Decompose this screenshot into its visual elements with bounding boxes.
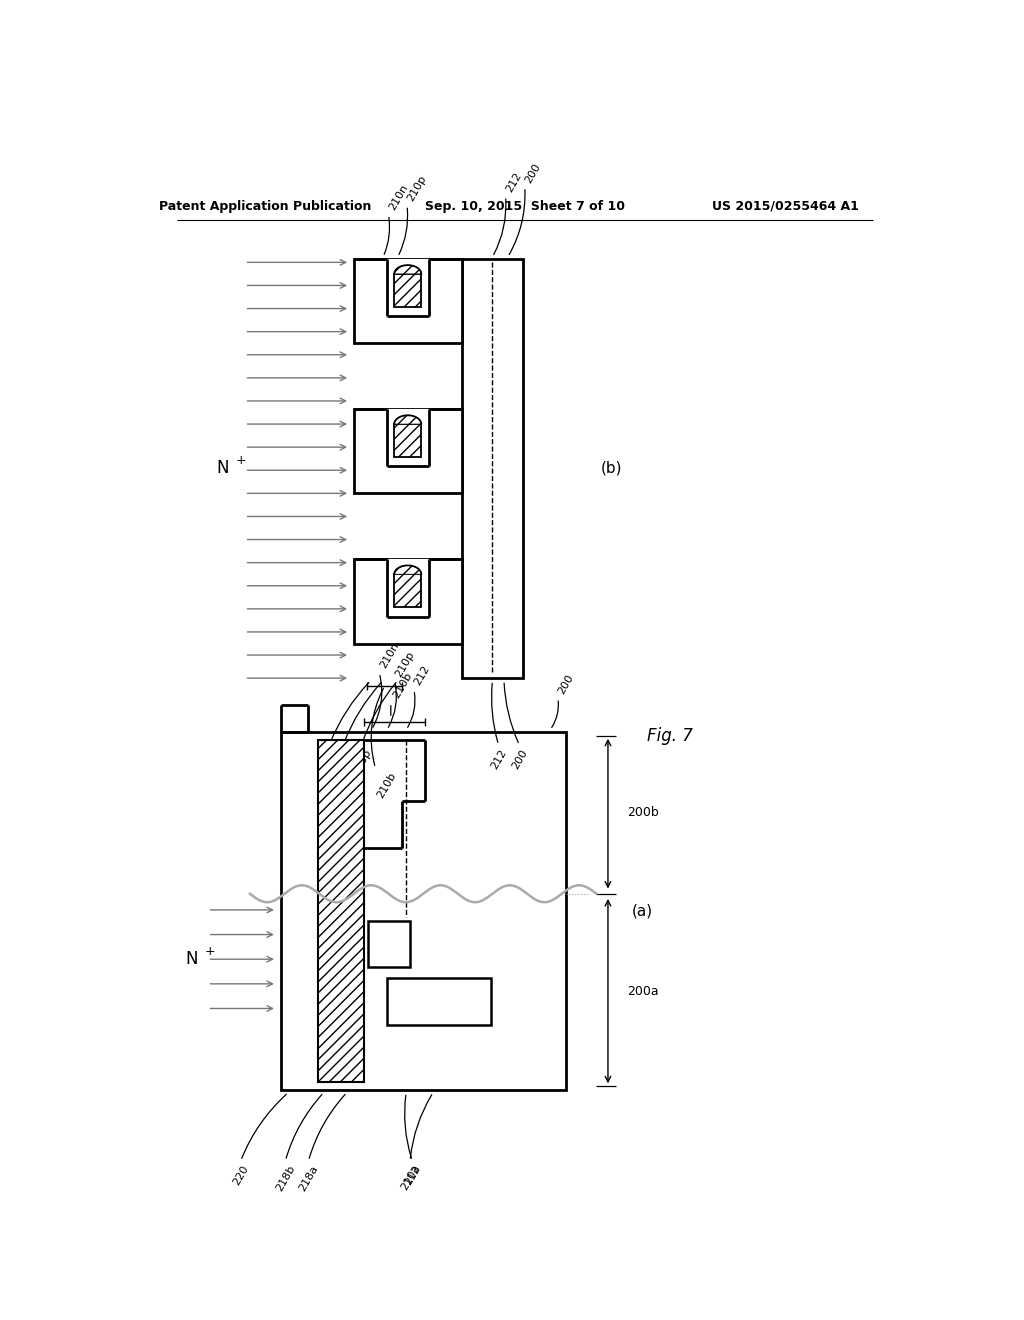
Text: 212: 212: [402, 1163, 422, 1187]
Bar: [354, 409, 462, 494]
Polygon shape: [394, 265, 421, 275]
Polygon shape: [394, 565, 421, 574]
Bar: [462, 259, 523, 678]
Text: 210b: 210b: [376, 771, 398, 800]
Text: 212: 212: [489, 747, 508, 771]
Text: (b): (b): [601, 461, 623, 475]
Bar: [387, 558, 429, 616]
Text: Patent Application Publication: Patent Application Publication: [159, 199, 372, 213]
Text: 218a: 218a: [297, 1163, 319, 1192]
Text: 210a: 210a: [398, 1163, 422, 1192]
Polygon shape: [394, 416, 421, 424]
Text: 210n: 210n: [378, 642, 400, 671]
Text: N: N: [217, 459, 229, 478]
Text: +: +: [236, 454, 246, 467]
Text: 210p: 210p: [406, 174, 428, 203]
Bar: [354, 558, 462, 644]
Text: 212: 212: [413, 664, 432, 688]
Text: US 2015/0255464 A1: US 2015/0255464 A1: [712, 199, 858, 213]
Text: 200: 200: [523, 161, 543, 185]
Text: 210n: 210n: [387, 183, 410, 213]
Text: Fig. 7: Fig. 7: [646, 727, 692, 744]
Text: 218b: 218b: [274, 1163, 297, 1193]
Bar: [394, 275, 421, 308]
Bar: [317, 739, 364, 1082]
Bar: [354, 259, 462, 343]
Text: N: N: [185, 950, 199, 968]
Text: Sep. 10, 2015  Sheet 7 of 10: Sep. 10, 2015 Sheet 7 of 10: [425, 199, 625, 213]
Text: (a): (a): [632, 904, 653, 919]
Text: 218a: 218a: [317, 747, 341, 776]
Bar: [387, 978, 490, 1024]
Text: 210n: 210n: [332, 747, 354, 777]
Bar: [281, 733, 565, 1090]
Text: 200: 200: [510, 747, 529, 771]
Text: 210b: 210b: [391, 671, 414, 700]
Text: 212: 212: [504, 170, 523, 194]
Bar: [368, 921, 410, 966]
Text: +: +: [205, 945, 215, 958]
Text: 210p: 210p: [350, 747, 373, 776]
Bar: [394, 424, 421, 457]
Text: 200a: 200a: [628, 986, 658, 998]
Text: 200b: 200b: [628, 807, 659, 820]
Text: 200: 200: [556, 673, 575, 696]
Bar: [387, 259, 429, 317]
Bar: [394, 574, 421, 607]
Text: 210p: 210p: [393, 649, 416, 678]
Bar: [387, 409, 429, 466]
Text: 220: 220: [231, 1163, 250, 1187]
